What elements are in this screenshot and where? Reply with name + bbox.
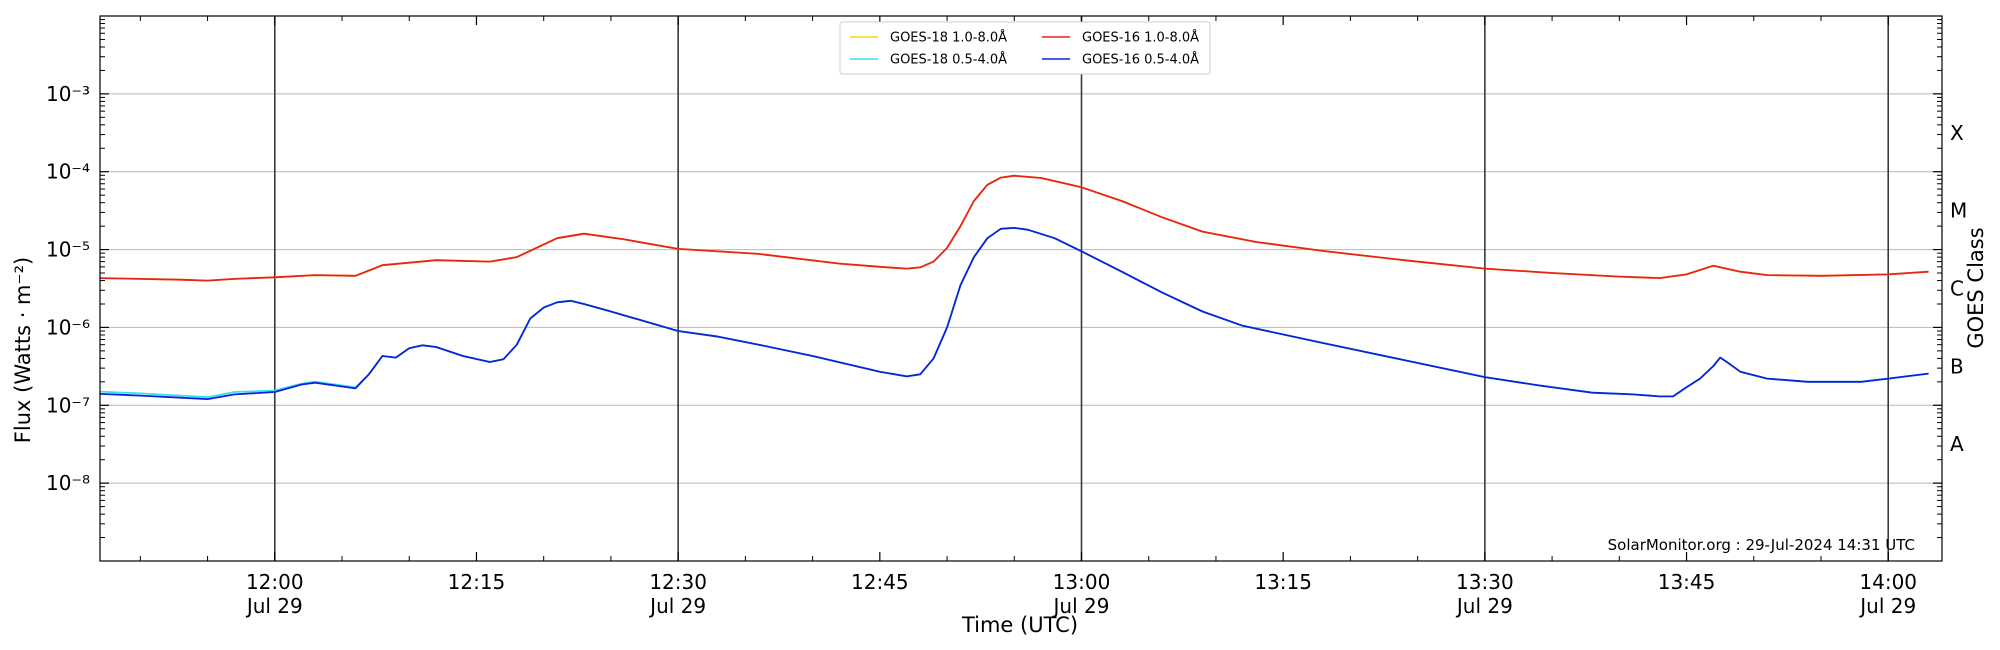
y-axis-label-text: Flux (Watts · m⁻²) (11, 257, 35, 443)
y-tick-label: 10⁻⁵ (46, 238, 90, 262)
x-tick-label: 12:30 (649, 570, 707, 594)
series-line-2 (99, 226, 1929, 399)
day-marker-lines (273, 16, 1890, 561)
footer-attribution: SolarMonitor.org : 29-Jul-2024 14:31 UTC (1608, 536, 1915, 554)
x-tick-label: 13:15 (1254, 570, 1312, 594)
x-tick-date-label: Jul 29 (648, 594, 706, 618)
series-line-1 (99, 174, 1929, 282)
x-tick-label: 13:00 (1053, 570, 1111, 594)
legend-label: GOES-18 1.0-8.0Å (890, 30, 1007, 46)
goes-class-label: C (1950, 277, 1964, 301)
plot-area-frame (99, 15, 1943, 562)
legend-label: GOES-16 1.0-8.0Å (1082, 30, 1199, 46)
legend: GOES-18 1.0-8.0Å GOES-18 0.5-4.0Å GOES-16 … (839, 21, 1211, 75)
y-tick-label: 10⁻⁸ (46, 471, 90, 495)
series-lines (99, 174, 1929, 401)
goes-class-label: M (1950, 199, 1967, 223)
y2-axis-label: GOES Class (1964, 227, 1988, 348)
legend-box (839, 21, 1211, 75)
legend-label: GOES-16 0.5-4.0Å (1082, 52, 1199, 68)
x-tick-label: 14:00 (1859, 570, 1917, 594)
x-tick-date-label: Jul 29 (245, 594, 303, 618)
legend-label: GOES-18 0.5-4.0Å (890, 52, 1007, 68)
goes-class-label: B (1950, 354, 1964, 378)
x-tick-label: 13:30 (1456, 570, 1514, 594)
x-axis-label: Time (UTC) (961, 613, 1078, 637)
grid-lines (100, 93, 1942, 484)
y-tick-label: 10⁻³ (46, 82, 90, 106)
x-tick-label: 12:15 (448, 570, 506, 594)
goes-class-label: X (1950, 121, 1964, 145)
y-tick-label: 10⁻⁷ (46, 393, 90, 417)
goes-class-label: A (1950, 432, 1964, 456)
x-tick-label: 12:00 (246, 570, 304, 594)
x-tick-date-label: Jul 29 (1052, 594, 1110, 618)
y-axis-title: Flux (Watts · m⁻²) (11, 257, 35, 443)
x-tick-date-label: Jul 29 (1455, 594, 1513, 618)
x-tick-label: 12:45 (851, 570, 909, 594)
series-line-3 (99, 226, 1929, 401)
y-tick-label: 10⁻⁴ (46, 160, 90, 184)
x-tick-label: 13:45 (1658, 570, 1716, 594)
x-tick-date-label: Jul 29 (1858, 594, 1916, 618)
y-tick-label: 10⁻⁶ (46, 315, 90, 339)
